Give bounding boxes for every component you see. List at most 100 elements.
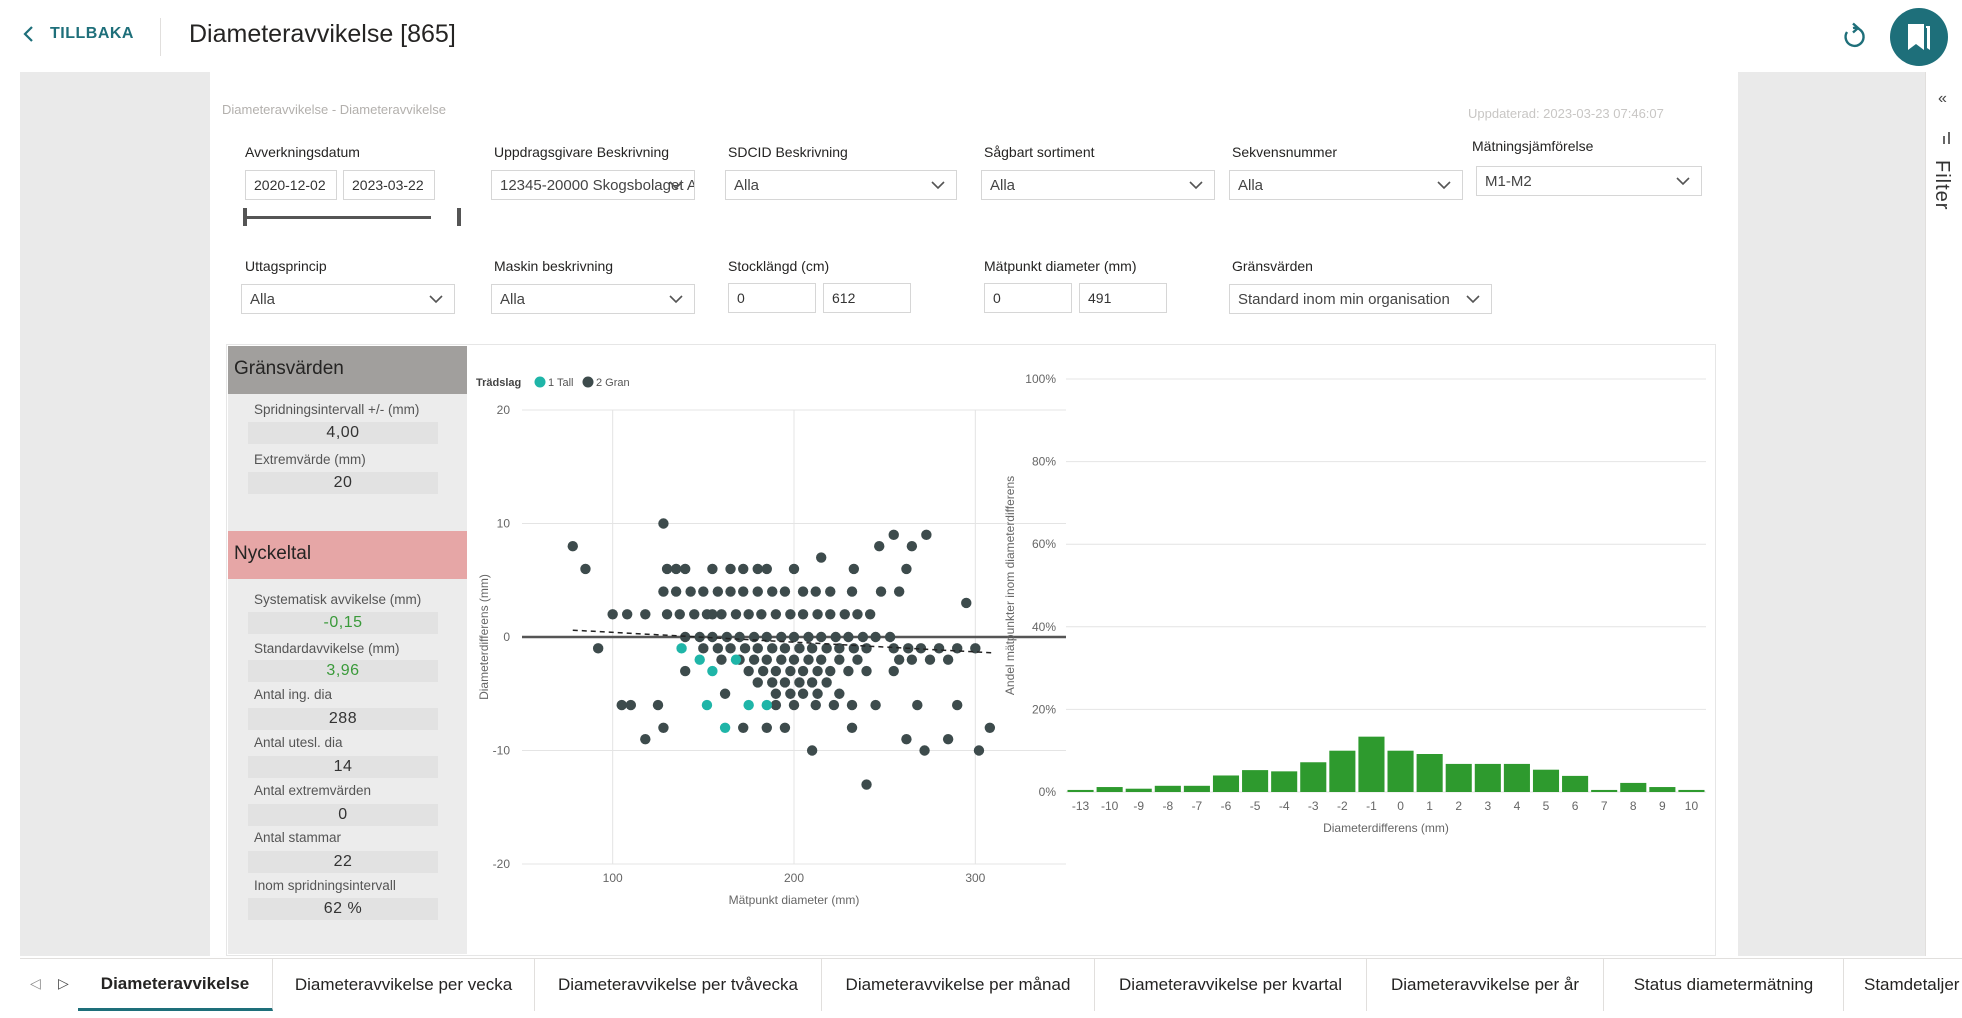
scatter-point [816,631,827,643]
scatter-point [721,631,733,643]
scatter-point [812,665,823,677]
gransvarden-dropdown[interactable]: Standard inom min organisation [1229,284,1492,314]
chevron-down-icon [429,295,443,304]
scatter-point [839,609,850,620]
scatter-point [888,665,899,677]
tab-per-vecka[interactable]: Diameteravvikelse per vecka [273,959,535,1011]
tab-scroll-right-icon[interactable]: ▷ [58,975,69,991]
x-tick-label: 300 [965,871,985,885]
scatter-point [776,631,787,643]
y-tick-label: 20 [497,403,511,417]
tab-per-tvavecka[interactable]: Diameteravvikelse per tvåvecka [535,959,822,1011]
uttag-dropdown[interactable]: Alla [241,284,455,314]
scatter-point [680,563,691,575]
scatter-point [752,563,763,575]
scatter-point [716,654,727,665]
tab-diameteravvikelse[interactable]: Diameteravvikelse [78,959,273,1011]
updated-timestamp: Uppdaterad: 2023-03-23 07:46:07 [1468,106,1664,121]
matning-dropdown[interactable]: M1-M2 [1476,166,1702,196]
date-from-input[interactable]: 2020-12-02 [245,170,337,200]
kpi-value: 0 [248,804,438,826]
scatter-point [788,563,800,575]
nyckeltal-header-title: Nyckeltal [234,543,312,564]
bookmark-button[interactable] [1890,8,1948,66]
histogram-bar [1562,775,1589,792]
nyckeltal-header: Nyckeltal [228,531,467,579]
scatter-point [694,654,705,665]
scatter-point [861,643,872,654]
scatter-point [719,722,731,733]
tab-per-kvartal[interactable]: Diameteravvikelse per kvartal [1095,959,1367,1011]
scatter-point [756,609,767,620]
scatter-point [661,609,673,620]
sagbart-dropdown[interactable]: Alla [981,170,1215,200]
kpi-label: Spridningsintervall +/- (mm) [254,402,420,417]
stocklangd-max-input[interactable]: 612 [823,283,911,313]
matpunkt-max-input[interactable]: 491 [1079,283,1167,313]
sdcid-dropdown[interactable]: Alla [725,170,957,200]
tab-per-manad[interactable]: Diameteravvikelse per månad [822,959,1095,1011]
scatter-point [725,586,736,597]
scatter-point [874,541,885,552]
chevron-down-icon [931,181,945,190]
date-range-handle-start[interactable] [243,208,247,226]
histogram-bar [1067,789,1094,792]
expand-pane-icon[interactable]: « [1938,90,1947,107]
scatter-point [567,541,578,552]
histogram-bar [1387,750,1414,792]
date-range-handle-end[interactable] [457,208,461,226]
back-button[interactable]: TILLBAKA [22,24,134,44]
date-to-input[interactable]: 2023-03-22 [343,170,435,200]
tab-status-diametermatning[interactable]: Status diametermätning [1604,959,1844,1011]
date-range-slider[interactable] [245,216,431,219]
scatter-point [942,733,954,745]
scatter-point [779,677,791,688]
y-tick-label: 20% [1032,702,1056,716]
scatter-point [812,609,823,620]
scatter-point [924,654,936,665]
x-tick-label: 9 [1659,799,1666,813]
y-tick-label: 10 [497,517,511,531]
stocklangd-min-input[interactable]: 0 [728,283,816,313]
tab-per-ar[interactable]: Diameteravvikelse per år [1367,959,1604,1011]
scatter-point [825,586,836,597]
legend-label: 1 Tall [548,377,573,389]
y-tick-label: 60% [1032,537,1056,551]
kpi-value: 4,00 [248,422,438,444]
scatter-point [752,643,763,654]
legend-marker [534,376,546,388]
scatter-point [806,677,818,688]
sagbart-label: Sågbart sortiment [984,144,1095,160]
x-tick-label: 7 [1601,799,1608,813]
scatter-point [797,609,809,620]
y-tick-label: 0% [1039,785,1057,799]
gransvarden-header: Gränsvärden [228,346,467,394]
scatter-point [580,563,591,575]
scatter-point [810,699,821,711]
chevron-down-icon [1466,295,1480,304]
maskin-label: Maskin beskrivning [494,258,614,274]
matpunkt-label: Mätpunkt diameter (mm) [984,258,1137,274]
uppdragsgivare-label: Uppdragsgivare Beskrivning [494,144,670,160]
scatter-point [707,665,718,677]
scatter-point [846,699,858,711]
matpunkt-min-input[interactable]: 0 [984,283,1072,313]
kpi-label: Extremvärde (mm) [254,452,366,467]
uppdragsgivare-dropdown[interactable]: 12345-20000 Skogsbolaget AB [491,170,695,200]
scatter-point [725,643,736,654]
filter-pane-label[interactable]: Filter [1931,160,1953,211]
scatter-point [861,779,872,790]
maskin-dropdown[interactable]: Alla [491,284,695,314]
scatter-point [707,609,718,620]
scatter-point [707,563,718,575]
scatter-point [906,654,918,665]
refresh-icon[interactable] [1838,22,1868,52]
tab-stamdetaljer[interactable]: Stamdetaljer [1864,975,1960,994]
scatter-point [961,597,972,609]
scatter-point [743,609,754,620]
kpi-value: 62 % [248,898,438,920]
scatter-point [725,563,736,575]
tab-scroll-left-icon[interactable]: ◁ [30,975,41,991]
sekvens-dropdown[interactable]: Alla [1229,170,1463,200]
scatter-point [761,699,772,711]
